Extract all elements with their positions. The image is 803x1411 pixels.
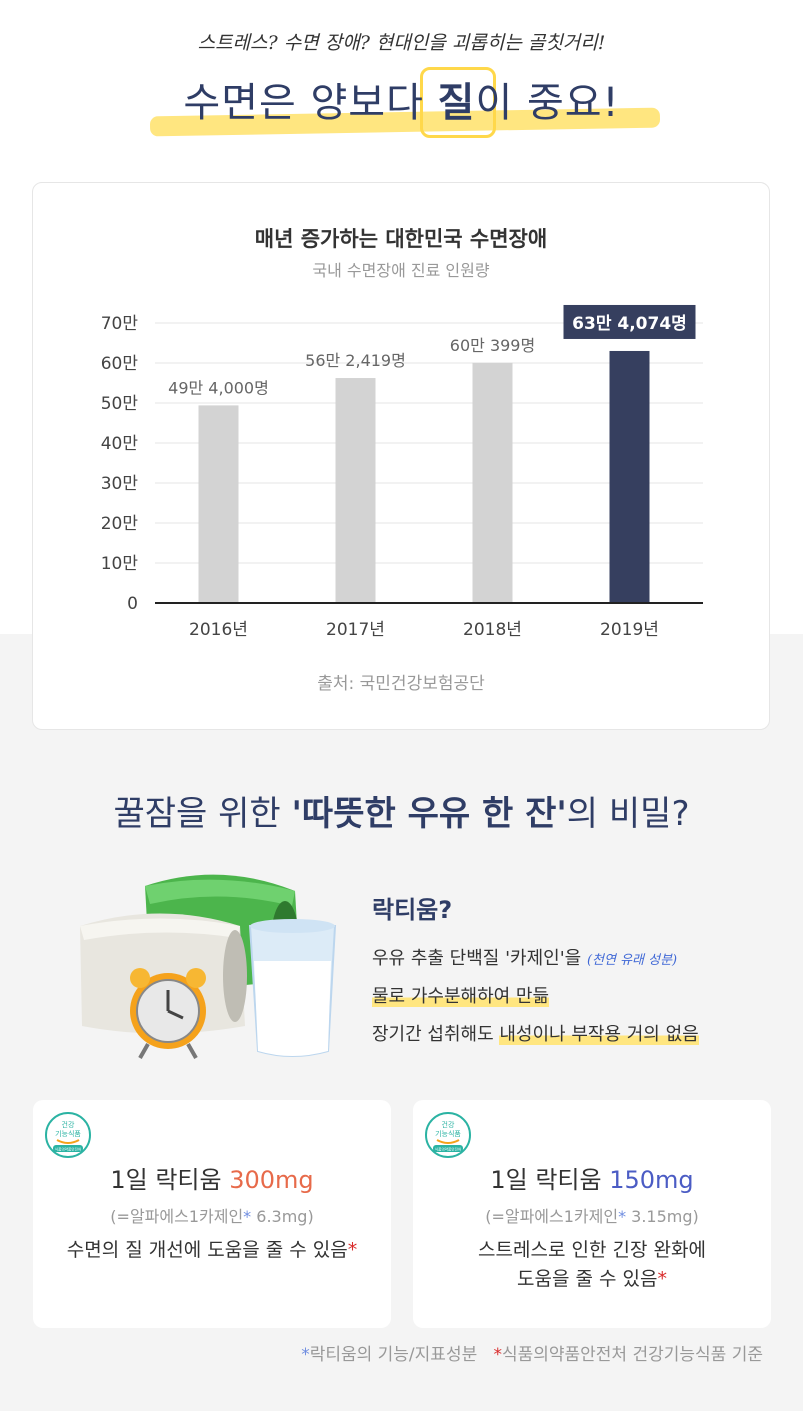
headline-block: 수면은 양보다 질이 중요! bbox=[0, 62, 803, 142]
y-tick-label: 30만 bbox=[101, 474, 139, 494]
milk-glass-icon bbox=[248, 919, 337, 1057]
dosage-card-300: 건강 기능식품 식품의약품안전처 1일 락티움 300mg (=알파에스1카제인… bbox=[33, 1100, 391, 1328]
chart-subtitle: 국내 수면장애 진료 인원량 bbox=[312, 261, 490, 280]
chart-source: 출처: 국민건강보험공단 bbox=[317, 674, 485, 694]
svg-text:기능식품: 기능식품 bbox=[55, 1129, 81, 1138]
card-title: 1일 락티움 300mg bbox=[110, 1166, 314, 1194]
headline: 수면은 양보다 질이 중요! bbox=[183, 80, 620, 126]
data-label: 60만 399명 bbox=[450, 336, 535, 355]
health-functional-food-badge-icon: 건강 기능식품 식품의약품안전처 bbox=[45, 1112, 91, 1158]
svg-text:기능식품: 기능식품 bbox=[435, 1129, 461, 1138]
x-tick-label: 2017년 bbox=[326, 620, 385, 640]
chart-title: 매년 증가하는 대한민국 수면장애 bbox=[254, 227, 548, 251]
tagline: 스트레스? 수면 장애? 현대인을 괴롭히는 골칫거리! bbox=[197, 32, 606, 54]
data-label: 63만 4,074명 bbox=[572, 314, 687, 334]
card-subtitle: (=알파에스1카제인* 3.15mg) bbox=[485, 1207, 699, 1226]
bar bbox=[609, 350, 650, 603]
card-description: 스트레스로 인한 긴장 완화에 도움을 줄 수 있음* bbox=[478, 1239, 706, 1290]
y-tick-label: 0 bbox=[127, 594, 138, 614]
footnote: *락티움의 기능/지표성분 *식품의약품안전처 건강기능식품 기준 bbox=[301, 1345, 763, 1365]
section-title: 꿀잠을 위한 '따뜻한 우유 한 잔'의 비밀? bbox=[113, 794, 690, 834]
lactium-line-2: 물로 가수분해하여 만듦 bbox=[372, 986, 550, 1007]
chart-card: 매년 증가하는 대한민국 수면장애 국내 수면장애 진료 인원량 0 10만 20만… bbox=[32, 182, 770, 730]
bar-chart: 0 10만 20만 30만 40만 50만 60만 70만 49만 4,000명 2016년 56만… bbox=[101, 304, 703, 640]
bar bbox=[335, 378, 376, 603]
health-functional-food-badge-icon: 건강 기능식품 식품의약품안전처 bbox=[425, 1112, 471, 1158]
svg-text:건강: 건강 bbox=[442, 1120, 455, 1129]
lactium-title: 락티움? bbox=[372, 896, 453, 924]
x-tick-label: 2018년 bbox=[463, 620, 522, 640]
data-label: 49만 4,000명 bbox=[168, 378, 269, 397]
y-tick-label: 60만 bbox=[101, 354, 139, 374]
y-tick-label: 20만 bbox=[101, 514, 139, 534]
x-tick-label: 2016년 bbox=[189, 620, 248, 640]
card-subtitle: (=알파에스1카제인* 6.3mg) bbox=[110, 1207, 314, 1226]
card-title: 1일 락티움 150mg bbox=[490, 1166, 694, 1194]
alarm-clock-icon bbox=[130, 968, 206, 1059]
y-tick-label: 70만 bbox=[101, 314, 139, 334]
y-tick-label: 40만 bbox=[101, 434, 139, 454]
data-label-box bbox=[563, 304, 696, 339]
lactium-line-1: 우유 추출 단백질 '카제인'을 (천연 유래 성분) bbox=[372, 948, 678, 969]
card-description: 수면의 질 개선에 도움을 줄 수 있음* bbox=[66, 1239, 358, 1261]
data-label: 56만 2,419명 bbox=[305, 351, 406, 370]
svg-text:건강: 건강 bbox=[62, 1120, 75, 1129]
x-tick-label: 2019년 bbox=[600, 620, 659, 640]
bar bbox=[198, 405, 239, 603]
svg-text:식품의약품안전처: 식품의약품안전처 bbox=[435, 1147, 461, 1152]
y-tick-label: 50만 bbox=[101, 394, 139, 414]
headline-highlight-box bbox=[420, 67, 496, 138]
y-tick-label: 10만 bbox=[101, 554, 139, 574]
dosage-card-150: 건강 기능식품 식품의약품안전처 1일 락티움 150mg (=알파에스1카제인… bbox=[413, 1100, 771, 1328]
svg-text:식품의약품안전처: 식품의약품안전처 bbox=[55, 1147, 81, 1152]
natural-origin-note: (천연 유래 성분) bbox=[586, 953, 678, 968]
lactium-line-3: 장기간 섭취해도 내성이나 부작용 거의 없음 bbox=[372, 1024, 699, 1045]
bar bbox=[472, 362, 513, 603]
sleep-illustration bbox=[80, 874, 337, 1059]
